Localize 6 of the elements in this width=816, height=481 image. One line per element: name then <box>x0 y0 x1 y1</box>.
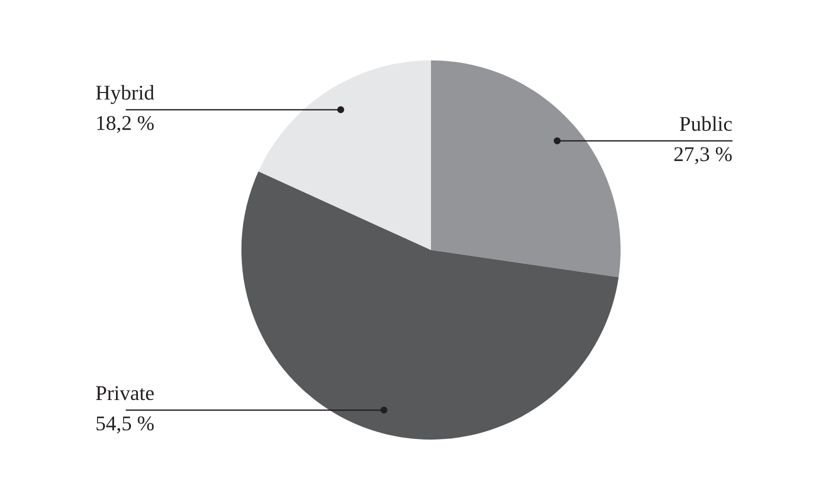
data-label: 18,2 % <box>97 116 154 134</box>
slice-label: Public <box>680 116 732 131</box>
slice-label: Private <box>96 386 154 400</box>
slice-label: Hybrid <box>96 85 154 104</box>
data-label: 54,5 % <box>96 416 154 434</box>
data-label: 27,3 % <box>674 147 732 164</box>
